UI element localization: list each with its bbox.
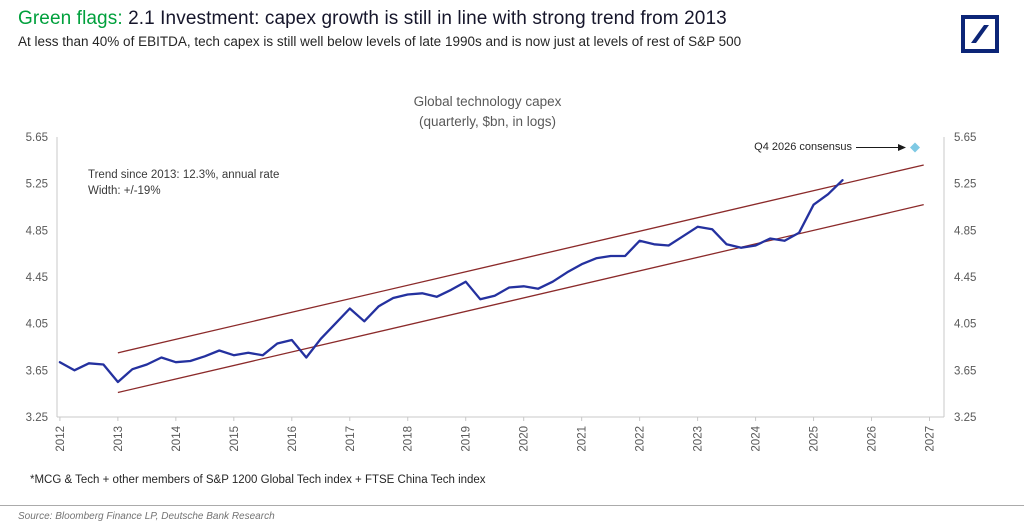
- capex-line: [58, 179, 844, 384]
- source-note: Source: Bloomberg Finance LP, Deutsche B…: [18, 511, 275, 522]
- y-tick-label-right: 3.25: [954, 412, 976, 424]
- y-tick-label-right: 5.65: [954, 132, 976, 144]
- x-tick-label: 2015: [229, 426, 241, 452]
- trend-annotation-line2: Width: +/-19%: [88, 184, 161, 197]
- consensus-diamond-icon: [910, 142, 921, 153]
- page-subtitle: At less than 40% of EBITDA, tech capex i…: [18, 34, 742, 49]
- x-tick-label: 2025: [809, 426, 821, 452]
- x-tick-label: 2020: [519, 426, 531, 452]
- trend-annotation-line1: Trend since 2013: 12.3%, annual rate: [88, 169, 280, 181]
- y-tick-label-right: 5.25: [954, 179, 976, 191]
- x-tick-label: 2021: [577, 426, 589, 452]
- x-tick-label: 2012: [55, 426, 67, 452]
- trend-annotation: Trend since 2013: 12.3%, annual rate Wid…: [88, 168, 279, 199]
- deutsche-bank-logo: [960, 14, 1000, 54]
- title-rest: 2.1 Investment: capex growth is still in…: [122, 8, 727, 29]
- x-tick-label: 2018: [403, 426, 415, 452]
- y-tick-label-left: 5.25: [26, 179, 48, 191]
- y-tick-label-right: 4.85: [954, 225, 976, 237]
- chart-title: Global technology capex: [413, 94, 562, 109]
- page-title: Green flags: 2.1 Investment: capex growt…: [18, 8, 741, 30]
- x-tick-label: 2023: [693, 426, 705, 452]
- consensus-label: Q4 2026 consensus: [754, 141, 852, 153]
- trend-lower-line: [117, 204, 924, 394]
- y-tick-label-right: 3.65: [954, 365, 976, 377]
- title-highlight: Green flags:: [18, 8, 123, 29]
- x-tick-label: 2017: [345, 426, 357, 452]
- y-tick-label-right: 4.05: [954, 319, 976, 331]
- x-tick-label: 2019: [461, 426, 473, 452]
- chart-footnote: *MCG & Tech + other members of S&P 1200 …: [30, 474, 486, 486]
- divider: [0, 505, 1024, 506]
- x-tick-label: 2014: [171, 425, 183, 451]
- x-tick-label: 2024: [751, 425, 763, 451]
- chart-subtitle: (quarterly, $bn, in logs): [418, 114, 557, 129]
- x-tick-label: 2027: [925, 426, 937, 452]
- y-tick-label-left: 3.65: [26, 365, 48, 377]
- y-tick-label-left: 4.85: [26, 225, 48, 237]
- deutsche-bank-logo-icon: [961, 15, 999, 53]
- x-tick-label: 2013: [113, 426, 125, 452]
- y-tick-label-left: 4.45: [26, 272, 48, 284]
- consensus-arrow-head: [898, 144, 906, 151]
- x-tick-label: 2026: [867, 426, 879, 452]
- header: Green flags: 2.1 Investment: capex growt…: [18, 8, 741, 49]
- y-tick-label-left: 4.05: [26, 319, 48, 331]
- y-tick-label-left: 5.65: [26, 132, 48, 144]
- trend-upper-line: [117, 164, 924, 354]
- x-tick-label: 2016: [287, 426, 299, 452]
- y-tick-label-left: 3.25: [26, 412, 48, 424]
- x-tick-label: 2022: [635, 426, 647, 452]
- y-tick-label-right: 4.45: [954, 272, 976, 284]
